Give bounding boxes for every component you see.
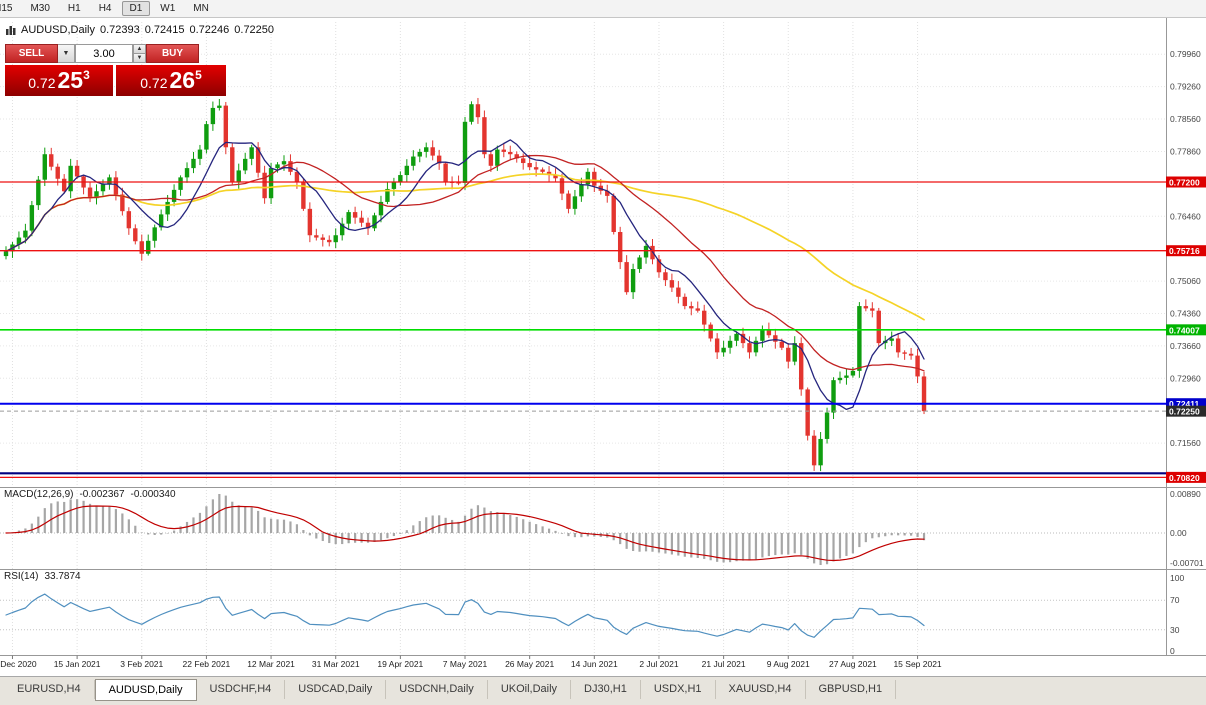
moving-averages — [5, 139, 925, 411]
sell-button[interactable]: SELL — [5, 44, 58, 63]
macd-main-value: -0.002367 — [79, 489, 125, 500]
chart-tab-gbpusd-h1[interactable]: GBPUSD,H1 — [806, 680, 897, 699]
chart-icon — [6, 25, 16, 35]
svg-text:0: 0 — [1170, 646, 1175, 656]
buy-price-prefix: 0.72 — [140, 74, 168, 91]
svg-text:0.74360: 0.74360 — [1170, 308, 1201, 318]
svg-text:100: 100 — [1170, 573, 1184, 583]
low-value: 0.72246 — [189, 24, 230, 36]
svg-text:0.79960: 0.79960 — [1170, 49, 1201, 59]
rsi-indicator-label: RSI(14) 33.7874 — [4, 571, 87, 582]
svg-text:0.75716: 0.75716 — [1169, 246, 1200, 256]
buy-price-sup: 5 — [195, 68, 202, 82]
svg-text:0.71560: 0.71560 — [1170, 438, 1201, 448]
svg-text:-0.00701: -0.00701 — [1170, 558, 1204, 568]
svg-text:0.74007: 0.74007 — [1169, 325, 1200, 335]
svg-text:30: 30 — [1170, 625, 1180, 635]
chevron-down-icon: ▼ — [62, 50, 70, 57]
svg-text:9 Aug 2021: 9 Aug 2021 — [767, 659, 810, 669]
chart-ohlc-line: AUDUSD,Daily 0.72393 0.72415 0.72246 0.7… — [6, 24, 279, 36]
svg-text:27 Aug 2021: 27 Aug 2021 — [829, 659, 877, 669]
svg-text:31 Mar 2021: 31 Mar 2021 — [312, 659, 360, 669]
rsi-value: 33.7874 — [44, 571, 81, 582]
svg-text:3 Feb 2021: 3 Feb 2021 — [120, 659, 163, 669]
buy-button[interactable]: BUY — [146, 44, 199, 63]
svg-text:0.00890: 0.00890 — [1170, 489, 1201, 499]
timeframe-d1[interactable]: D1 — [121, 1, 151, 16]
svg-text:15 Jan 2021: 15 Jan 2021 — [54, 659, 101, 669]
macd-panel — [0, 494, 1166, 565]
svg-text:70: 70 — [1170, 595, 1180, 605]
svg-text:0.77860: 0.77860 — [1170, 146, 1201, 156]
chart-tab-audusd-daily[interactable]: AUDUSD,Daily — [94, 679, 197, 701]
svg-text:0.79260: 0.79260 — [1170, 82, 1201, 92]
open-value: 0.72393 — [99, 24, 140, 36]
svg-text:21 Jul 2021: 21 Jul 2021 — [702, 659, 746, 669]
chart-tab-usdcad-daily[interactable]: USDCAD,Daily — [285, 680, 387, 699]
chart-canvas[interactable]: 0.79960 0.79260 0.78560 0.77860 0.76460 0.750… — [0, 0, 1206, 676]
svg-text:0.78560: 0.78560 — [1170, 114, 1201, 124]
rsi-name: RSI(14) — [4, 571, 39, 582]
svg-text:26 May 2021: 26 May 2021 — [505, 659, 554, 669]
buy-price-display[interactable]: 0.72 26 5 — [116, 65, 226, 96]
symbol-label: AUDUSD,Daily — [21, 24, 95, 36]
timeframe-mn[interactable]: MN — [193, 3, 209, 14]
buy-price-big: 26 — [169, 67, 196, 93]
sell-price-display[interactable]: 0.72 25 3 — [5, 65, 113, 96]
sell-price-prefix: 0.72 — [28, 74, 56, 91]
svg-text:2 Jul 2021: 2 Jul 2021 — [639, 659, 678, 669]
timeframe-m30[interactable]: M30 — [30, 3, 50, 14]
high-value: 0.72415 — [144, 24, 185, 36]
macd-name: MACD(12,26,9) — [4, 489, 74, 500]
close-value: 0.72250 — [234, 24, 275, 36]
svg-text:7 May 2021: 7 May 2021 — [443, 659, 488, 669]
svg-text:12 Mar 2021: 12 Mar 2021 — [247, 659, 295, 669]
chart-tab-usdcnh-daily[interactable]: USDCNH,Daily — [386, 680, 488, 699]
chart-tab-xauusd-h4[interactable]: XAUUSD,H4 — [716, 680, 806, 699]
svg-text:0.72960: 0.72960 — [1170, 373, 1201, 383]
svg-text:0.75060: 0.75060 — [1170, 276, 1201, 286]
chart-tab-usdx-h1[interactable]: USDX,H1 — [641, 680, 716, 699]
svg-text:22 Feb 2021: 22 Feb 2021 — [183, 659, 231, 669]
volume-input[interactable] — [75, 44, 133, 63]
chart-tab-eurusd-h4[interactable]: EURUSD,H4 — [4, 680, 95, 699]
chart-tab-usdchf-h4[interactable]: USDCHF,H4 — [197, 680, 286, 699]
svg-text:19 Apr 2021: 19 Apr 2021 — [377, 659, 423, 669]
svg-text:0.76460: 0.76460 — [1170, 211, 1201, 221]
price-axis[interactable]: 0.79960 0.79260 0.78560 0.77860 0.76460 0.750… — [1170, 49, 1204, 656]
volume-stepper: ▲ ▼ — [133, 44, 146, 63]
rsi-panel — [0, 593, 1166, 638]
macd-signal-value: -0.000340 — [130, 489, 176, 500]
chart-tab-dj30-h1[interactable]: DJ30,H1 — [571, 680, 641, 699]
svg-text:14 Jun 2021: 14 Jun 2021 — [571, 659, 618, 669]
svg-text:0.72250: 0.72250 — [1169, 407, 1200, 417]
volume-increase-button[interactable]: ▲ — [133, 44, 146, 54]
timeframe-m15[interactable]: M15 — [0, 3, 13, 14]
chart-tab-bar: EURUSD,H4 AUDUSD,Daily USDCHF,H4 USDCAD,Dai… — [0, 676, 1206, 705]
volume-dropdown-button[interactable]: ▼ — [58, 44, 75, 63]
sell-price-sup: 3 — [83, 68, 90, 82]
svg-text:0.73660: 0.73660 — [1170, 341, 1201, 351]
svg-text:25 Dec 2020: 25 Dec 2020 — [0, 659, 37, 669]
svg-text:15 Sep 2021: 15 Sep 2021 — [893, 659, 941, 669]
timeframe-w1[interactable]: W1 — [160, 3, 176, 14]
chart-tab-ukoil-daily[interactable]: UKOil,Daily — [488, 680, 572, 699]
timeframe-h1[interactable]: H1 — [67, 3, 81, 14]
macd-indicator-label: MACD(12,26,9) -0.002367 -0.000340 — [4, 489, 182, 500]
panel-separators — [0, 18, 1206, 656]
svg-text:0.70820: 0.70820 — [1169, 473, 1200, 483]
timeframe-toolbar: M15 M30 H1 H4 D1 W1 MN — [0, 0, 1206, 18]
date-axis[interactable]: 25 Dec 2020 15 Jan 2021 3 Feb 2021 22 Feb 2… — [0, 655, 942, 670]
svg-text:0.77200: 0.77200 — [1169, 178, 1200, 188]
svg-text:0.00: 0.00 — [1170, 528, 1187, 538]
timeframe-h4[interactable]: H4 — [98, 3, 112, 14]
price-levels — [0, 181, 1166, 479]
sell-price-big: 25 — [57, 67, 84, 93]
volume-decrease-button[interactable]: ▼ — [133, 54, 146, 63]
grid — [0, 22, 1166, 654]
svg-text:0.72411: 0.72411 — [1169, 399, 1200, 409]
